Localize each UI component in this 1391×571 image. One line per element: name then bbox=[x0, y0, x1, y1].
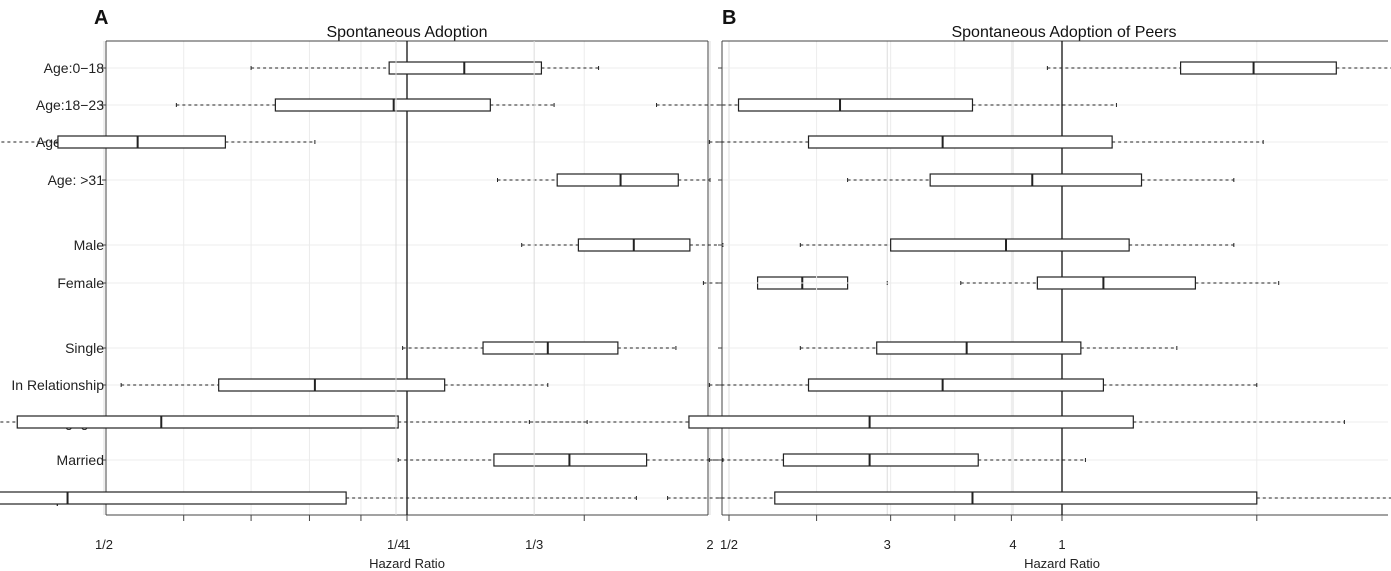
box-group bbox=[708, 135, 1264, 149]
box-group bbox=[656, 98, 1117, 112]
box bbox=[929, 173, 1143, 187]
box bbox=[737, 98, 974, 112]
box bbox=[1036, 276, 1196, 290]
box-group bbox=[528, 415, 1345, 429]
box-group bbox=[708, 453, 1086, 467]
x-tick-label: 1 bbox=[403, 537, 410, 552]
x-tick-label: 1/3 bbox=[525, 537, 543, 552]
panel-a: A Spontaneous Adoption Hazard Ratio 1/41… bbox=[0, 7, 1017, 571]
panel-label: B bbox=[722, 7, 736, 29]
box-group bbox=[0, 491, 637, 505]
box bbox=[807, 378, 1105, 392]
chart-title: Spontaneous Adoption bbox=[326, 24, 487, 41]
box bbox=[388, 61, 543, 75]
row-label: In Relationship bbox=[11, 377, 104, 393]
box bbox=[556, 173, 679, 187]
chart-title: Spontaneous Adoption of Peers bbox=[951, 24, 1176, 41]
box-group bbox=[496, 173, 711, 187]
box bbox=[57, 135, 226, 149]
x-tick-label: 1/4 bbox=[387, 537, 405, 552]
x-tick-label: 3 bbox=[884, 537, 891, 552]
box bbox=[774, 491, 1258, 505]
box bbox=[0, 491, 347, 505]
grid bbox=[102, 40, 1014, 521]
box-group bbox=[799, 238, 1235, 252]
box-group bbox=[521, 238, 724, 252]
box-group bbox=[960, 276, 1280, 290]
box-group bbox=[402, 341, 677, 355]
row-label: Married bbox=[57, 452, 104, 468]
box-group bbox=[175, 98, 555, 112]
box bbox=[482, 341, 619, 355]
row-label: Single bbox=[65, 340, 104, 356]
grid bbox=[395, 40, 1388, 521]
box bbox=[782, 453, 979, 467]
box-group bbox=[847, 173, 1235, 187]
box-group bbox=[799, 341, 1178, 355]
row-label: Age:0−18 bbox=[44, 60, 105, 76]
row-label: Age: >31 bbox=[48, 172, 105, 188]
box bbox=[218, 378, 446, 392]
box-group bbox=[120, 378, 549, 392]
box-group bbox=[250, 61, 600, 75]
row-label: Male bbox=[74, 237, 105, 253]
x-tick-label: 4 bbox=[1009, 537, 1016, 552]
panel-label: A bbox=[94, 7, 108, 29]
box bbox=[16, 415, 399, 429]
row-label: Age:18−23 bbox=[36, 97, 104, 113]
box bbox=[274, 98, 491, 112]
box bbox=[688, 415, 1134, 429]
x-tick-label: 1 bbox=[1058, 537, 1065, 552]
x-tick-label: 2 bbox=[706, 537, 713, 552]
row-label: Female bbox=[57, 275, 104, 291]
box bbox=[890, 238, 1130, 252]
box-group bbox=[708, 378, 1258, 392]
x-axis-title: Hazard Ratio bbox=[1024, 556, 1100, 571]
box bbox=[876, 341, 1082, 355]
panel-b: B Spontaneous Adoption of Peers Hazard R… bbox=[387, 7, 1391, 571]
box bbox=[807, 135, 1113, 149]
box-group bbox=[1046, 61, 1391, 75]
x-tick-label: 1/2 bbox=[95, 537, 113, 552]
x-tick-label: 1/2 bbox=[720, 537, 738, 552]
box-group bbox=[0, 135, 316, 149]
box-group bbox=[667, 491, 1391, 505]
x-axis-title: Hazard Ratio bbox=[369, 556, 445, 571]
box bbox=[1179, 61, 1337, 75]
